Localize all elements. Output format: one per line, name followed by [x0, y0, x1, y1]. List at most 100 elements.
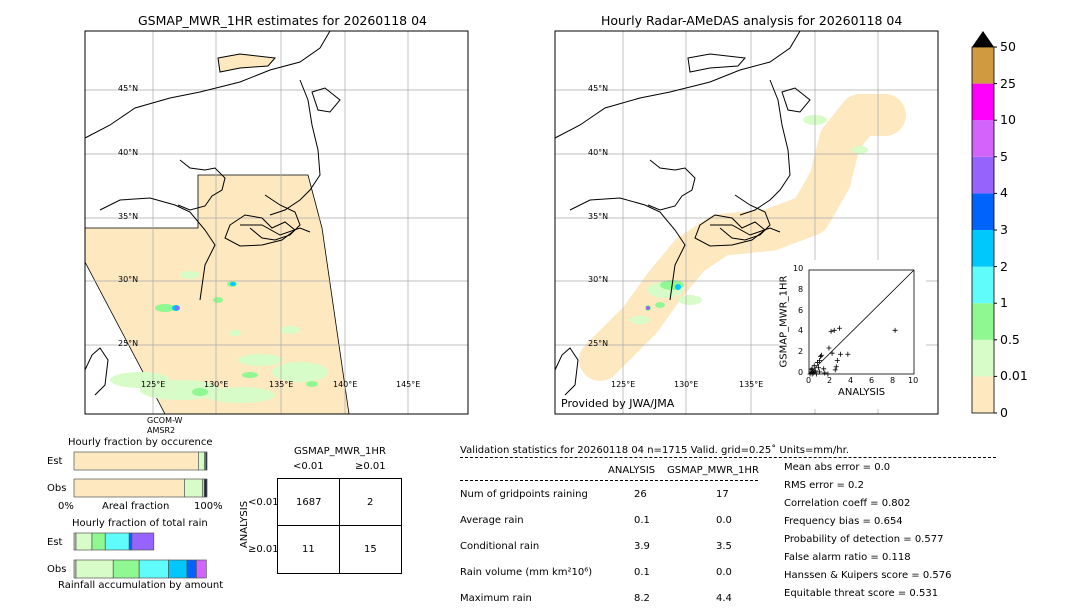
rain-area-light [280, 326, 300, 334]
scatter-point [814, 360, 820, 366]
validation-header: Validation statistics for 20260118 04 n=… [460, 445, 849, 456]
scatter-x-tick: 0 [806, 376, 812, 385]
honshu-coastline [224, 214, 296, 247]
contingency-row-1: <0.01 [248, 497, 279, 508]
colorbar-label: 0.01 [1000, 368, 1028, 384]
validation-gsmap-value: 3.5 [716, 541, 732, 552]
cell-hit: 15 [364, 544, 377, 555]
scatter-y-tick: 2 [798, 347, 804, 357]
validation-analysis-value: 0.1 [634, 567, 650, 578]
rain-area-light [678, 295, 702, 305]
lat-label: 35°N [118, 212, 139, 221]
scatter-point [834, 357, 840, 363]
honshu-coastline [694, 214, 766, 247]
coastline [177, 159, 226, 211]
scatter-point [829, 350, 835, 356]
hokkaido-coastline [311, 87, 341, 113]
contingency-row-2: ≥0.01 [248, 544, 279, 555]
scatter-point [892, 327, 898, 333]
coastline [99, 197, 216, 301]
map-frame [84, 30, 469, 415]
validation-row-label: Average rain [460, 515, 524, 526]
scatter-point [833, 364, 839, 370]
scatter-point [818, 353, 824, 359]
scatter-point [845, 351, 851, 357]
rain-area-light [852, 146, 868, 154]
validation-score: Equitable threat score = 0.531 [784, 588, 939, 599]
colorbar-segment [972, 83, 994, 121]
scatter-x-tick: 8 [890, 376, 896, 385]
total-rain-xlabel: Rainfall accumulation by amount [58, 580, 224, 591]
rain-row-est: Est [47, 537, 63, 548]
validation-score: Mean abs error = 0.0 [784, 462, 891, 473]
lon-label: 125°E [611, 380, 636, 389]
scatter-xlabel: ANALYSIS [838, 387, 886, 398]
rain-area-heavy [230, 282, 236, 286]
colorbar-label: 0 [1000, 405, 1008, 420]
occ-row-obs: Obs [47, 483, 67, 494]
validation-gsmap-value: 4.4 [716, 593, 732, 604]
coastline [554, 347, 579, 396]
validation-analysis-value: 8.2 [634, 593, 650, 604]
coastline [739, 79, 791, 216]
occurrence-obs-segment [203, 478, 208, 498]
coastline [554, 30, 801, 139]
rain-area-moderate [306, 381, 318, 387]
scatter-inset [779, 260, 926, 409]
lat-label: 25°N [118, 339, 139, 348]
sensor-label-1: GCOM-W [147, 416, 183, 425]
cell-hit-none: 1687 [296, 497, 322, 508]
scatter-x-tick: 2 [827, 376, 833, 385]
scatter-point [817, 369, 822, 375]
rain-row-obs: Obs [47, 564, 67, 575]
rain-area-moderate [213, 297, 223, 303]
rain-area-max [646, 306, 650, 310]
validation-score: Frequency bias = 0.654 [784, 516, 903, 527]
lat-label: 40°N [118, 148, 139, 157]
colorbar-segment [972, 230, 994, 267]
validation-score: False alarm ratio = 0.118 [784, 552, 911, 563]
contingency-col-1: <0.01 [293, 461, 324, 472]
scatter-y-tick: 8 [798, 284, 804, 294]
colorbar-segment [972, 193, 994, 230]
sensor-label-2: AMSR2 [147, 426, 176, 435]
divider [460, 457, 996, 458]
lon-label: 135°E [269, 380, 294, 389]
lon-label: 145°E [396, 380, 421, 389]
one-to-one-line [808, 269, 915, 375]
colorbar-segment [972, 156, 994, 194]
scatter-point [826, 345, 832, 351]
validation-row-label: Conditional rain [460, 541, 540, 552]
scatter-point [809, 371, 815, 377]
scatter-point [810, 370, 816, 376]
map-frame [554, 30, 939, 415]
credit-label: Provided by JWA/JMA [561, 397, 675, 410]
validation-gsmap-value: 0.0 [716, 567, 732, 578]
scatter-point [808, 367, 814, 373]
validation-analysis-value: 0.1 [634, 515, 650, 526]
scatter-point [838, 351, 843, 357]
rain-area-light [272, 362, 328, 382]
cell-miss: 11 [302, 544, 315, 555]
scatter-y-tick: 0 [798, 368, 804, 377]
scatter-point [813, 371, 819, 377]
rain-area-light [205, 387, 275, 403]
occ-row-est: Est [47, 456, 63, 467]
scatter-point [817, 357, 822, 363]
validation-score: Correlation coeff = 0.802 [784, 498, 911, 509]
lat-label: 45°N [588, 84, 609, 93]
rain-area-moderate [192, 388, 208, 396]
rain-area-moderate [242, 372, 258, 378]
contingency-table: 1687 2 11 15 [277, 478, 402, 574]
divider [460, 480, 758, 481]
occ-x-mid: Areal fraction [102, 501, 170, 512]
lon-label: 135°E [739, 380, 764, 389]
validation-analysis-value: 26 [634, 489, 647, 500]
coastline [240, 224, 311, 236]
scatter-point [825, 371, 831, 377]
coastline [84, 347, 109, 396]
colorbar-label: 10 [1000, 112, 1016, 128]
coastline [647, 159, 696, 211]
colorbar-label: 25 [1000, 75, 1016, 91]
